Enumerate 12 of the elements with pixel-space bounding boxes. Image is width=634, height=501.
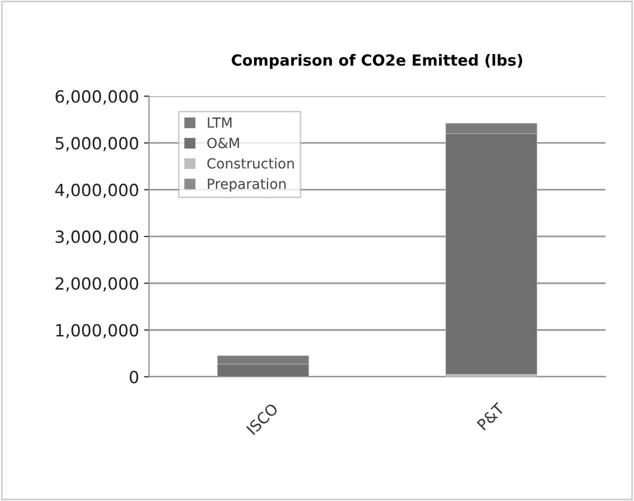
legend-label: O&M [207,138,239,148]
y-tick-label: 0 [130,370,138,384]
y-tick-label: 6,000,000 [56,90,138,104]
legend-label: Preparation [208,178,286,192]
legend-label: Construction [207,158,294,169]
chart-title: Comparison of CO2e Emitted (lbs) [232,54,522,69]
legend-label: LTM [208,118,232,128]
y-tick-label: 2,000,000 [56,277,138,292]
y-tick-label: 1,000,000 [56,324,138,338]
y-tick-label: 3,000,000 [56,230,138,245]
y-tick-label: 4,000,000 [55,184,138,198]
y-tick-label: 5,000,000 [56,136,138,152]
